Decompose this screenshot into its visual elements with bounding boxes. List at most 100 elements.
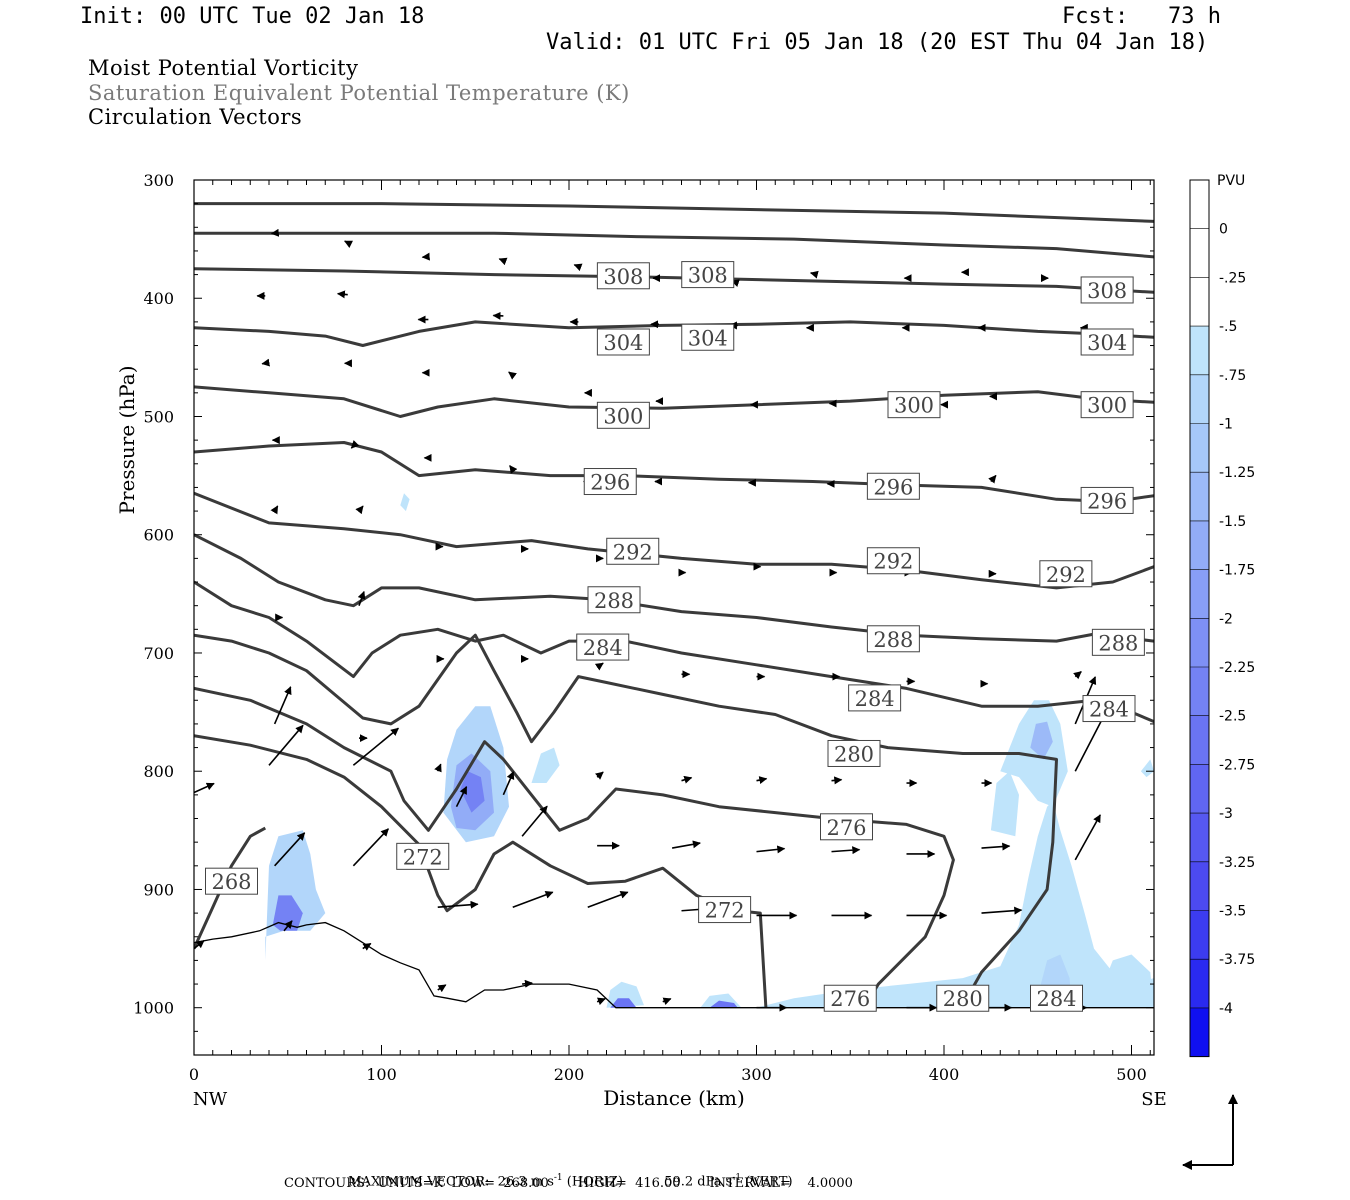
circulation-vector-44 — [355, 505, 364, 515]
theta-es-contour-272 — [194, 734, 768, 1008]
theta-es-contour-280 — [194, 633, 1058, 1007]
contour-label-box-26 — [596, 262, 650, 290]
contour-label-box-10 — [1082, 695, 1136, 723]
circulation-vector-43 — [270, 505, 279, 515]
colorbar-unit: PVU — [1217, 173, 1245, 189]
colorbar-top-bin — [1190, 180, 1209, 229]
colorbar-label-10: -2.5 — [1219, 709, 1246, 725]
contour-label-3: 276 — [826, 816, 866, 840]
circulation-vector-55 — [357, 590, 366, 606]
theta-es-contour-308 — [194, 267, 1154, 294]
contour-label-box-22 — [1080, 391, 1134, 419]
reference-vector-icon — [1182, 1094, 1238, 1170]
contour-label-box-8 — [576, 633, 630, 661]
circulation-vector-70 — [681, 775, 693, 784]
circulation-vector-7 — [809, 270, 819, 279]
y-tick-label-500: 500 — [143, 407, 174, 426]
pv-region-8 — [610, 998, 637, 1008]
contour-label-box-23 — [596, 328, 650, 356]
forecast-hour: Fcst: 73 h — [1062, 4, 1221, 29]
colorbar-label-15: -3.75 — [1219, 952, 1255, 968]
circulation-vector-77 — [268, 724, 304, 766]
colorbar-label-0: 0 — [1219, 222, 1228, 238]
pv-region-6 — [400, 493, 410, 512]
x-tick-label-200: 200 — [554, 1065, 585, 1084]
contour-label-26: 308 — [603, 265, 643, 289]
contour-label-box-3 — [820, 813, 873, 841]
colorbar-label-14: -3.5 — [1219, 904, 1246, 920]
circulation-vector-102 — [437, 984, 447, 993]
colorbar-label-3: -.75 — [1219, 368, 1246, 384]
pv-region-16 — [1094, 954, 1154, 1008]
x-tick-label-500: 500 — [1116, 1065, 1147, 1084]
contour-label-1: 272 — [403, 845, 443, 869]
contour-label-22: 300 — [1087, 394, 1127, 418]
circulation-vector-71 — [756, 776, 768, 785]
contour-label-box-28 — [1080, 276, 1134, 304]
circulation-vector-72 — [831, 776, 843, 785]
title-vectors: Circulation Vectors — [88, 105, 303, 129]
colorbar-bin-15 — [1190, 959, 1209, 1008]
y-tick-label-700: 700 — [143, 644, 174, 663]
circulation-vector-14 — [492, 311, 504, 320]
contour-label-18: 296 — [873, 475, 913, 499]
pv-region-1 — [272, 895, 303, 931]
circulation-vector-101 — [362, 942, 372, 951]
contour-label-box-5 — [827, 739, 881, 767]
colorbar-label-6: -1.5 — [1219, 514, 1246, 530]
contour-label-10: 284 — [1089, 698, 1129, 722]
pv-region-4 — [460, 771, 485, 813]
pv-region-13 — [1030, 721, 1053, 760]
contour-label-box-11 — [587, 586, 641, 614]
circulation-vector-78 — [352, 727, 399, 766]
contour-label-box-13 — [1091, 628, 1145, 656]
y-tick-label-1000: 1000 — [133, 999, 174, 1018]
contour-label-0: 268 — [211, 870, 251, 894]
colorbar-bin-6 — [1190, 520, 1209, 570]
contour-label-box-12 — [866, 625, 920, 653]
contour-label-box-1 — [396, 842, 450, 870]
x-tick-label-400: 400 — [929, 1065, 960, 1084]
contour-label-16: 292 — [1046, 563, 1086, 587]
circulation-vector-91 — [512, 890, 554, 908]
max-vector-vert-unit: (VERT) — [745, 1174, 793, 1190]
colorbar-label-16: -4 — [1219, 1001, 1233, 1017]
max-vector-horiz-unit: (HORIZ) — [566, 1174, 623, 1190]
contour-label-17: 296 — [590, 471, 630, 495]
endpoint-left-label: NW — [193, 1089, 228, 1110]
contour-label-12: 288 — [873, 628, 913, 652]
contour-label-box-18 — [866, 472, 920, 500]
vert-exponent: -1 — [732, 1173, 742, 1183]
footer-max-vector: MAXIMUM VECTOR: 26.3 m s-1 (HORIZ) 59.2 … — [340, 1158, 793, 1190]
circulation-vector-76 — [194, 782, 215, 794]
colorbar-label-12: -3 — [1219, 806, 1233, 822]
colorbar-bin-5 — [1190, 472, 1209, 521]
pv-region-0 — [265, 830, 326, 961]
x-tick-label-100: 100 — [366, 1065, 397, 1084]
circulation-vector-104 — [596, 997, 606, 1006]
x-tick-label-0: 0 — [189, 1065, 199, 1084]
colorbar-label-11: -2.75 — [1219, 757, 1255, 773]
circulation-vector-41 — [988, 474, 997, 484]
circulation-vector-79 — [455, 785, 468, 808]
max-vector-vert: 59.2 dPa s — [664, 1174, 733, 1190]
contour-label-4: 276 — [830, 987, 870, 1011]
y-tick-label-600: 600 — [143, 526, 174, 545]
circulation-vector-83 — [756, 845, 786, 854]
circulation-vector-64 — [1073, 671, 1082, 680]
circulation-vector-98 — [1074, 814, 1101, 861]
circulation-vector-4 — [573, 263, 583, 272]
circulation-vector-1 — [344, 240, 353, 248]
contour-label-box-7 — [1030, 984, 1083, 1012]
contour-label-7: 284 — [1036, 987, 1076, 1011]
circulation-vector-90 — [437, 900, 479, 909]
circulation-vector-88 — [274, 832, 306, 867]
contour-label-box-20 — [596, 401, 650, 429]
pv-region-10 — [709, 1000, 738, 1008]
theta-es-contour-284 — [194, 580, 1154, 723]
colorbar-bin-8 — [1190, 618, 1209, 667]
x-tick-label-300: 300 — [741, 1065, 772, 1084]
colorbar-bin-9 — [1190, 667, 1209, 716]
endpoint-right-label: SE — [1141, 1089, 1166, 1110]
circulation-vector-22 — [261, 358, 271, 367]
